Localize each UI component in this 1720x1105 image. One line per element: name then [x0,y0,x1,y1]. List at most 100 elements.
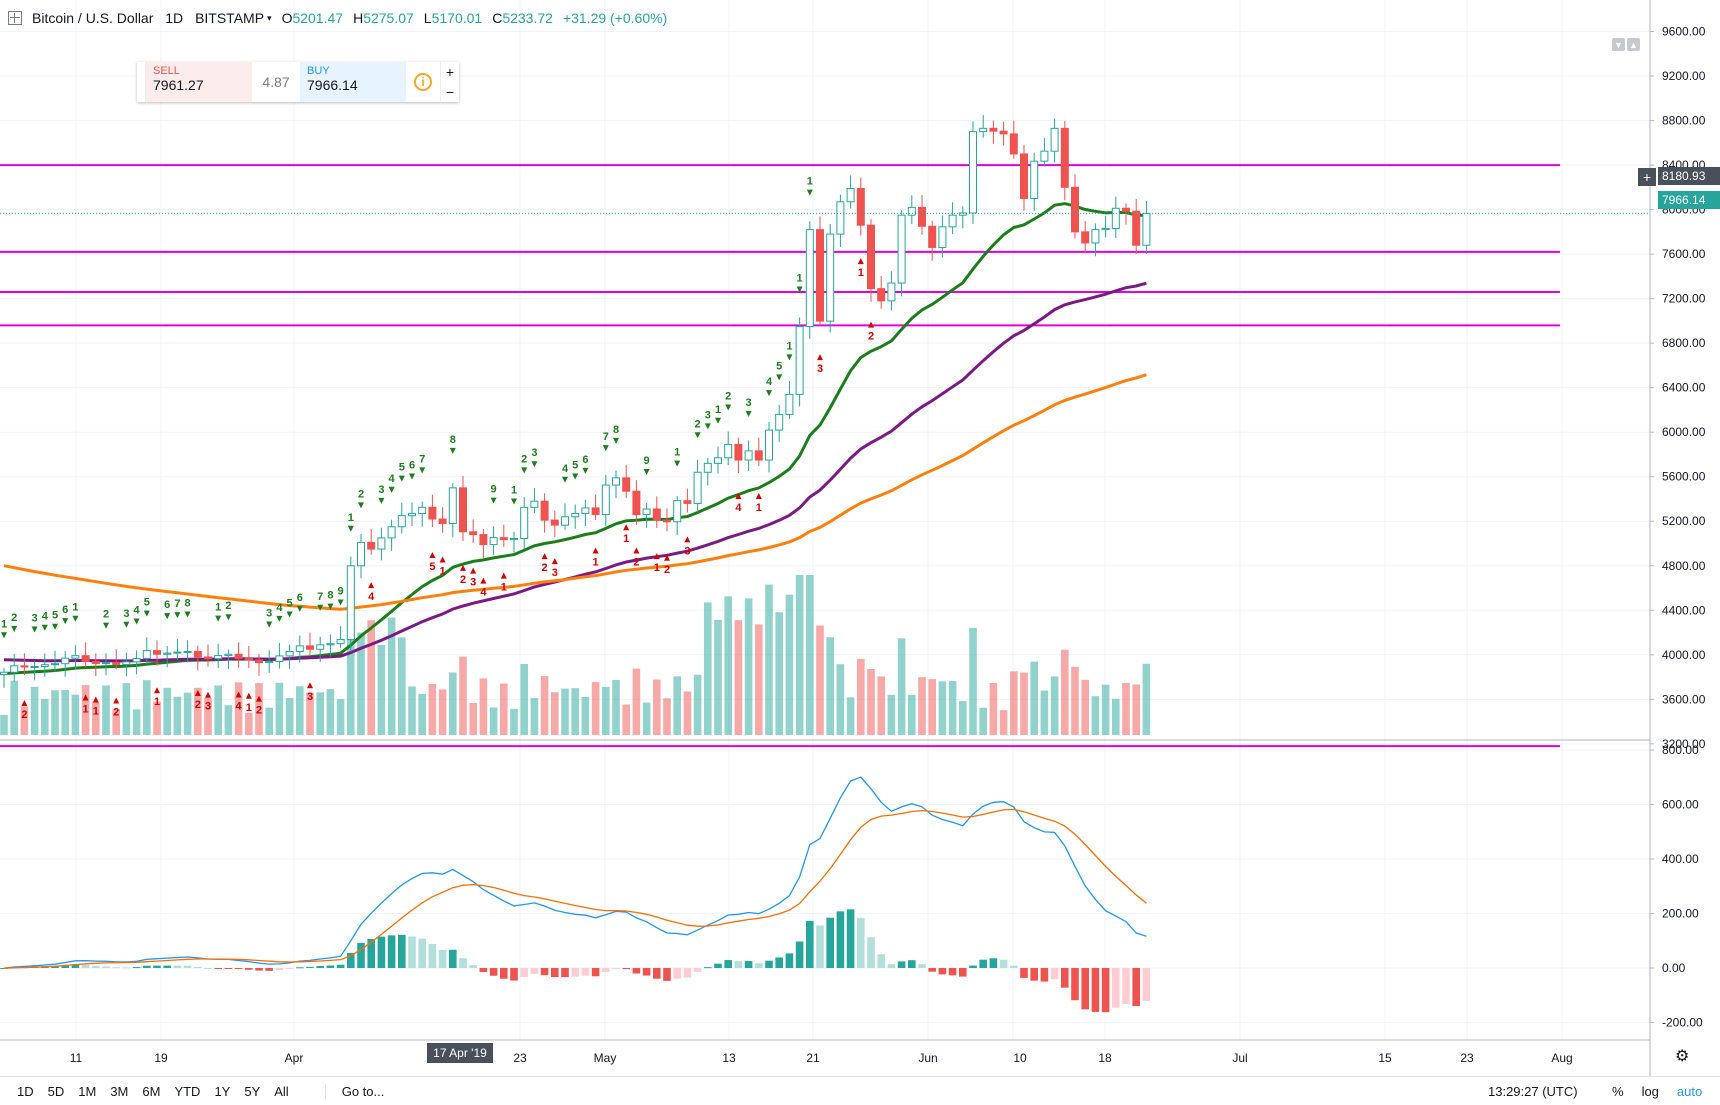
td-up-count: 1 [715,404,721,416]
gear-icon[interactable]: ⚙ [1675,1048,1690,1065]
candle-body [489,537,498,546]
td-down-arrow-icon [745,410,752,417]
macd-histogram-bar [183,965,192,968]
td-down-arrow-icon [776,374,783,381]
volume-bar [204,697,212,735]
range-1d[interactable]: 1D [17,1083,34,1099]
td-up-arrow-icon [633,547,640,554]
volume-bar [887,694,896,735]
plus-button[interactable]: + [445,64,455,80]
td-down-count: 3 [684,545,690,557]
td-down-arrow-icon [327,603,334,610]
maximize-pane-icon[interactable]: ▲ [1627,38,1640,51]
sell-button[interactable]: SELL 7961.27 [146,62,252,102]
candle-body [448,487,457,524]
volume-bar [795,575,804,735]
td-down-arrow-icon [582,467,589,474]
chart-canvas[interactable]: 3200.003600.004000.004400.004800.005200.… [0,0,1720,1076]
macd-histogram-bar [459,958,467,968]
volume-bar [316,692,324,735]
candle-body [1122,207,1130,212]
macd-histogram-bar [449,949,457,968]
crosshair-add-icon[interactable]: + [1638,168,1656,186]
td-up-count: 4 [276,602,283,614]
macd-histogram-bar [918,964,926,968]
candle-body [520,506,529,539]
macd-tick-label: 0.00 [1662,961,1686,975]
volume-bar [928,679,936,735]
macd-histogram-bar [398,934,406,968]
macd-histogram-bar [102,966,110,968]
td-down-count: 1 [593,557,599,569]
td-up-count: 1 [1,618,7,630]
candle-body [0,671,8,676]
percent-toggle[interactable]: % [1612,1083,1624,1099]
td-up-arrow-icon [307,682,313,689]
td-down-count: 2 [21,709,27,721]
collapse-down-icon[interactable]: ▼ [1612,38,1625,51]
candle-body [10,665,19,673]
log-toggle[interactable]: log [1641,1083,1659,1099]
range-5y[interactable]: 5Y [244,1083,261,1099]
range-1m[interactable]: 1M [78,1083,97,1099]
pane-controls: ▼ ▲ [1612,38,1640,51]
td-up-count: 9 [338,586,344,598]
macd-histogram-bar [224,968,233,969]
macd-line [3,776,1147,969]
macd-histogram-bar [51,965,59,968]
volume-bar [489,707,498,735]
auto-toggle[interactable]: auto [1676,1083,1703,1099]
symbol-title[interactable]: Bitcoin / U.S. Dollar [32,10,154,26]
td-up-count: 3 [746,397,752,409]
td-down-count: 2 [256,705,262,717]
price-tick-label: 4800.00 [1662,559,1706,573]
macd-histogram-bar [275,968,284,971]
macd-histogram-bar [887,964,896,968]
volume-bar [296,686,304,735]
td-up-count: 4 [42,611,49,623]
info-button[interactable]: i [406,62,440,102]
macd-histogram-bar [316,966,324,968]
macd-histogram-bar [602,968,610,973]
td-down-count: 2 [664,564,670,576]
candle-body [61,657,70,665]
range-6m[interactable]: 6M [142,1083,161,1099]
candle-body [1142,212,1151,246]
macd-histogram-bar [632,968,641,974]
macd-histogram-bar [285,968,294,969]
candle-body [754,450,763,461]
range-5d[interactable]: 5D [47,1083,65,1099]
range-all[interactable]: All [274,1083,289,1099]
candle-body [622,477,631,492]
range-3m[interactable]: 3M [110,1083,129,1099]
td-down-arrow-icon [1,632,7,639]
candle-body [897,214,906,284]
candle-body [459,487,467,533]
volume-bar [1101,684,1110,735]
td-down-arrow-icon [409,473,415,480]
expand-icon[interactable] [8,11,22,25]
td-up-arrow-icon [684,536,691,543]
goto-button[interactable]: Go to... [324,1083,384,1099]
candle-body [285,650,294,657]
volume-bar [347,575,355,735]
drag-handle[interactable] [137,62,146,102]
td-down-arrow-icon [72,615,79,622]
macd-histogram-bar [71,964,80,968]
candle-body [734,443,743,461]
candle-body [122,661,131,665]
macd-histogram-bar [265,968,273,971]
range-ytd[interactable]: YTD [174,1083,201,1099]
minus-button[interactable]: − [445,84,455,100]
buy-button[interactable]: BUY 7966.14 [300,62,406,102]
macd-histogram-bar [581,968,590,976]
macd-histogram-bar [143,965,151,968]
volume-bar [653,679,661,735]
crosshair-price-label: 8180.93 [1658,167,1720,185]
change-value: +31.29 (+0.60%) [562,10,668,26]
td-up-count: 1 [348,512,354,524]
td-up-count: 8 [185,597,191,609]
chevron-down-icon[interactable]: ▾ [267,12,272,23]
volume-bar [571,688,579,735]
range-1y[interactable]: 1Y [214,1083,231,1099]
